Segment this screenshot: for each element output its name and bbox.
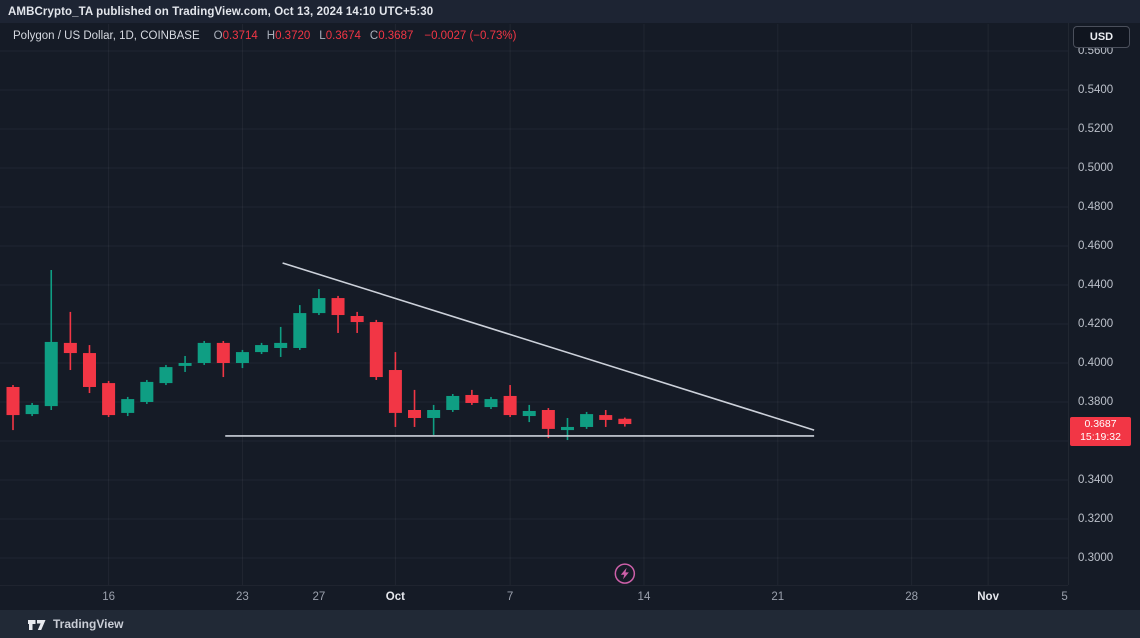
candle-body	[541, 409, 555, 429]
candle-body	[82, 353, 96, 387]
candle-body	[465, 394, 479, 403]
candle-body	[350, 316, 364, 323]
time-tick-label: 23	[236, 591, 249, 603]
ohlc-low: L0.3674	[319, 30, 361, 42]
price-tick-label: 0.4800	[1078, 201, 1114, 213]
candle-body	[388, 370, 402, 413]
candle-body	[274, 342, 288, 348]
last-price-badge: 0.3687 15:19:32	[1070, 417, 1131, 447]
time-tick-label: 14	[637, 591, 651, 603]
candle-body	[197, 342, 211, 363]
price-tick-label: 0.3400	[1078, 474, 1114, 486]
publish-info-bar: AMBCrypto_TA published on TradingView.co…	[0, 0, 1140, 23]
price-axis[interactable]: 0.5600 0.5400 0.5200 0.5000 0.4800 0.4600 0.44…	[1068, 23, 1140, 585]
time-tick-label: Nov	[977, 591, 999, 603]
candle-body	[484, 399, 498, 408]
price-tick-label: 0.4400	[1078, 279, 1114, 291]
candle-body	[178, 363, 192, 366]
lightning-marker-icon[interactable]	[614, 563, 636, 584]
lightning-bolt-glyph	[620, 567, 629, 580]
price-tick-label: 0.4600	[1078, 240, 1114, 252]
candle-body	[446, 395, 460, 410]
price-tick-label: 0.5600	[1078, 45, 1114, 57]
candle-body	[121, 399, 135, 413]
candle-body	[427, 409, 441, 418]
candle-body	[408, 409, 422, 418]
candle-body	[235, 352, 249, 363]
time-tick-label: 5	[1061, 591, 1068, 603]
candle-body	[293, 313, 307, 348]
candle-body	[255, 345, 269, 353]
price-tick-label: 0.3200	[1078, 513, 1114, 525]
candle-body	[503, 395, 517, 416]
time-tick-label: 27	[312, 591, 326, 603]
time-axis[interactable]: 16 23 27 Oct 7 14 21 28 Nov 5	[0, 585, 1068, 610]
ohlc-close: C0.3687	[369, 30, 414, 42]
time-tick-label: 16	[102, 591, 115, 603]
tradingview-link[interactable]: TradingView	[53, 617, 124, 631]
candle-body	[6, 386, 20, 416]
descending-trendline[interactable]	[282, 262, 815, 431]
last-price-value: 0.3687	[1084, 418, 1117, 431]
time-tick-label: 28	[905, 591, 919, 603]
candle-body	[312, 298, 326, 314]
candle-body	[580, 414, 594, 427]
currency-button-label: USD	[1089, 31, 1114, 43]
candle-body	[369, 322, 383, 378]
time-tick-label: 21	[771, 591, 785, 603]
symbol-title: Polygon / US Dollar, 1D, COINBASE	[13, 30, 200, 42]
time-tick-label: Oct	[385, 591, 405, 603]
candle-body	[159, 367, 173, 384]
candle-body	[618, 418, 632, 425]
price-tick-label: 0.5000	[1078, 162, 1114, 174]
price-tick-label: 0.4000	[1078, 357, 1114, 369]
publish-info-text: AMBCrypto_TA published on TradingView.co…	[8, 5, 434, 18]
price-tick-label: 0.5400	[1078, 84, 1114, 96]
candle-body	[63, 342, 77, 354]
symbol-legend[interactable]: Polygon / US Dollar, 1D, COINBASE O0.371…	[13, 30, 516, 42]
candle-body	[44, 341, 58, 407]
candle-body	[522, 410, 536, 417]
price-change: −0.0027 (−0.73%)	[424, 30, 517, 42]
attribution-bar: TradingView	[0, 610, 1140, 638]
candle-body	[331, 298, 345, 316]
currency-button[interactable]: USD	[1073, 26, 1130, 48]
candle-body	[560, 426, 574, 431]
ohlc-high: H0.3720	[266, 30, 311, 42]
price-tick-label: 0.5200	[1078, 123, 1114, 135]
ohlc-open: O0.3714	[213, 30, 258, 42]
price-tick-label: 0.3800	[1078, 396, 1114, 408]
candle-body	[102, 383, 116, 416]
time-tick-label: 7	[506, 591, 514, 603]
bar-countdown: 15:19:32	[1080, 431, 1121, 444]
candle-body	[216, 342, 230, 363]
candle-body	[599, 415, 613, 420]
candle-body	[25, 404, 39, 415]
price-tick-label: 0.4200	[1078, 318, 1114, 330]
tradingview-logo-icon[interactable]	[28, 617, 46, 632]
candle-body	[140, 381, 154, 402]
price-tick-label: 0.3000	[1078, 552, 1114, 564]
